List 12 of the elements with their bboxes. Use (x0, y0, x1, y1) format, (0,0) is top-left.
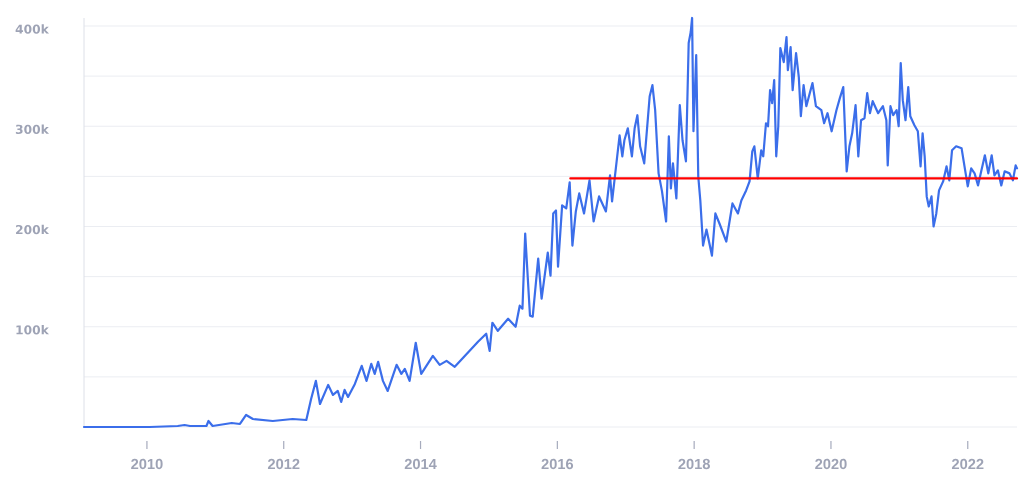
x-tick-label: 2016 (541, 458, 574, 470)
x-tick-label: 2018 (678, 458, 710, 470)
x-tick-label: 2010 (131, 458, 163, 470)
y-tick-label: 100k (16, 325, 50, 335)
x-tick-label: 2012 (267, 458, 300, 470)
y-tick-label: 400k (15, 24, 50, 34)
x-tick-label: 2020 (815, 458, 847, 470)
line-series (82, 16, 1019, 429)
x-tick-label: 2014 (404, 458, 437, 470)
y-tick-label: 200k (16, 224, 50, 235)
x-tick-label: 2022 (951, 458, 984, 470)
y-tick-label: 300k (15, 124, 50, 134)
